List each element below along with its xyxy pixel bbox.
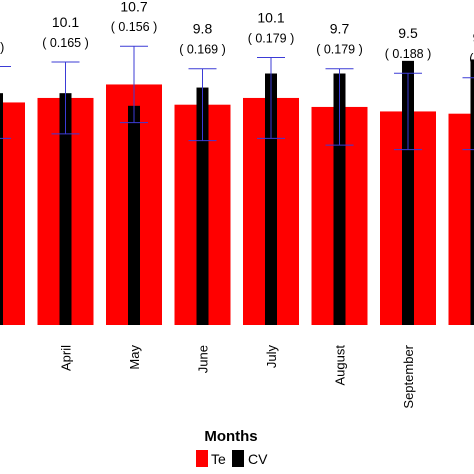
cv-label-september: ( 0.188 ) [385, 47, 432, 61]
x-axis-title: Months [204, 428, 257, 445]
x-tick-august: August [333, 345, 348, 386]
mean-label-september: 9.5 [398, 25, 418, 41]
bar-te-october [448, 113, 474, 325]
mean-label-may: 10.7 [120, 0, 147, 14]
cv-label-april: ( 0.165 ) [42, 36, 89, 50]
error-bar-may [120, 45, 148, 124]
error-bar-april [51, 61, 80, 135]
error-bars [0, 45, 474, 151]
cv-label-october: ( 0 [469, 52, 474, 66]
cv-label-july: ( 0.179 ) [248, 31, 295, 45]
x-tick-september: September [401, 344, 416, 408]
legend: Te CV [196, 450, 268, 467]
cv-label-june: ( 0.169 ) [179, 43, 226, 57]
bar-cv-may [128, 105, 140, 325]
error-bar-june [188, 68, 217, 142]
error-bar-october [462, 77, 474, 151]
error-bar-march [0, 65, 11, 139]
legend-swatch-cv [232, 450, 244, 467]
cv-label-may: ( 0.156 ) [111, 20, 158, 34]
mean-label-october: 9 [473, 30, 474, 46]
mean-label-april: 10.1 [52, 14, 79, 30]
cv-label-august: ( 0.179 ) [316, 43, 363, 57]
cv-label-march: 8 ) [0, 40, 4, 54]
data-labels: 8 ) 10.1 ( 0.165 ) 10.7 ( 0.156 ) 9.8 ( 0.169 … [0, 0, 474, 66]
x-tick-april: April [59, 345, 74, 371]
x-tick-june: June [196, 345, 211, 373]
bar-te-march [0, 102, 25, 325]
error-bar-august [325, 68, 354, 146]
bars [0, 59, 474, 326]
error-bar-september [394, 72, 422, 151]
x-tick-labels: April May June July August September [59, 344, 417, 408]
bar-cv-july [265, 73, 277, 325]
bar-cv-october [470, 59, 474, 325]
error-bar-july [257, 56, 285, 139]
mean-label-july: 10.1 [257, 9, 284, 25]
legend-swatch-te [196, 450, 208, 467]
bar-cv-august [333, 73, 346, 325]
legend-label-cv: CV [248, 451, 268, 467]
x-tick-may: May [127, 345, 142, 370]
bar-cv-march [0, 93, 3, 325]
bar-cv-june [196, 87, 209, 326]
mean-label-june: 9.8 [193, 21, 213, 37]
bar-cv-april [59, 93, 72, 325]
bar-cv-september [402, 60, 414, 326]
x-tick-july: July [264, 345, 279, 369]
legend-label-te: Te [211, 451, 226, 467]
mean-label-august: 9.7 [330, 21, 350, 37]
